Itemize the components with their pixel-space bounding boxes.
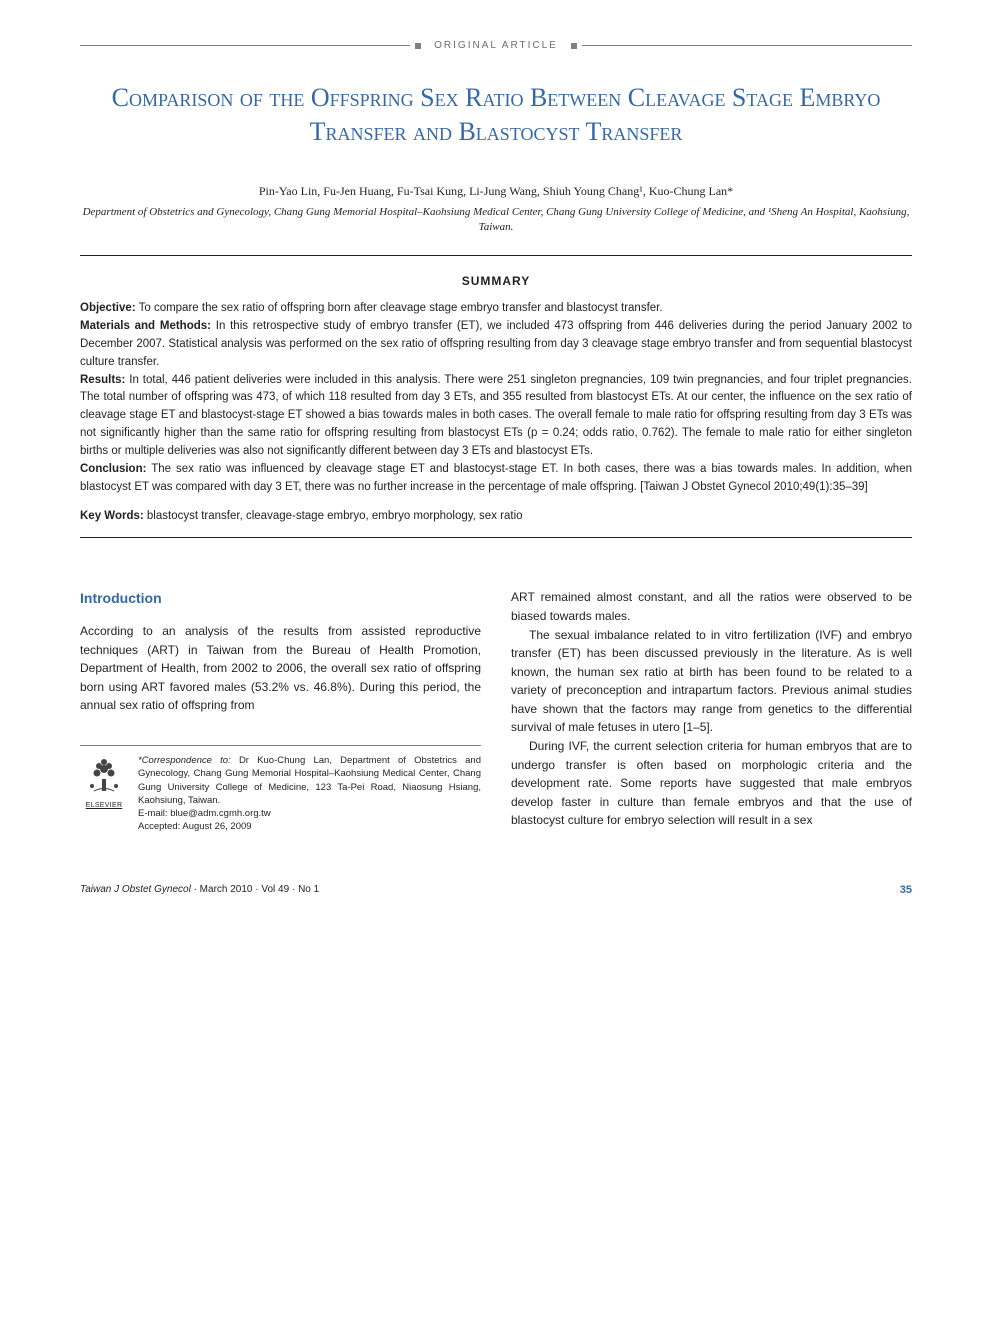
email-label: E-mail: bbox=[138, 808, 170, 819]
page-footer: Taiwan J Obstet Gynecol · March 2010 · V… bbox=[80, 884, 912, 896]
objective-label: Objective: bbox=[80, 302, 136, 314]
results-label: Results: bbox=[80, 374, 125, 386]
affiliation-line: Department of Obstetrics and Gynecology,… bbox=[80, 205, 912, 236]
footer-issue: · March 2010 · Vol 49 · No 1 bbox=[191, 884, 319, 895]
col2-para-1: ART remained almost constant, and all th… bbox=[511, 588, 912, 625]
conclusion-text: The sex ratio was influenced by cleavage… bbox=[80, 463, 912, 493]
correspondence-label: *Correspondence to: bbox=[138, 755, 231, 766]
keywords-label: Key Words: bbox=[80, 510, 144, 522]
elsevier-name: ELSEVIER bbox=[80, 801, 128, 812]
rule-marker-left bbox=[415, 43, 421, 49]
conclusion-label: Conclusion: bbox=[80, 463, 146, 475]
summary-heading: SUMMARY bbox=[80, 274, 912, 288]
introduction-heading: Introduction bbox=[80, 588, 481, 610]
authors-line: Pin-Yao Lin, Fu-Jen Huang, Fu-Tsai Kung,… bbox=[80, 184, 912, 199]
body-columns: Introduction According to an analysis of… bbox=[80, 588, 912, 833]
rule-line-left bbox=[80, 45, 410, 46]
footer-page-number: 35 bbox=[900, 884, 912, 896]
results-text: In total, 446 patient deliveries were in… bbox=[80, 374, 912, 457]
footer-left: Taiwan J Obstet Gynecol · March 2010 · V… bbox=[80, 884, 319, 896]
col2-para-2: The sexual imbalance related to in vitro… bbox=[511, 626, 912, 738]
column-right: ART remained almost constant, and all th… bbox=[511, 588, 912, 833]
accepted-label: Accepted: bbox=[138, 821, 182, 832]
rule-line-right bbox=[582, 45, 912, 46]
summary-block: Objective: To compare the sex ratio of o… bbox=[80, 300, 912, 496]
objective-text: To compare the sex ratio of offspring bo… bbox=[136, 302, 663, 314]
elsevier-tree-icon bbox=[84, 754, 124, 794]
divider-top bbox=[80, 255, 912, 256]
divider-bottom bbox=[80, 537, 912, 538]
col2-para-3: During IVF, the current selection criter… bbox=[511, 737, 912, 830]
intro-para-1: According to an analysis of the results … bbox=[80, 622, 481, 715]
correspondence-text: *Correspondence to: Dr Kuo-Chung Lan, De… bbox=[138, 754, 481, 834]
keywords-text: blastocyst transfer, cleavage-stage embr… bbox=[144, 510, 523, 522]
email-value: blue@adm.cgmh.org.tw bbox=[170, 808, 270, 819]
elsevier-logo: ELSEVIER bbox=[80, 754, 128, 834]
article-type: ORIGINAL ARTICLE bbox=[434, 40, 558, 51]
keywords-line: Key Words: blastocyst transfer, cleavage… bbox=[80, 510, 912, 522]
header-rule: ORIGINAL ARTICLE bbox=[80, 40, 912, 51]
correspondence-block: ELSEVIER *Correspondence to: Dr Kuo-Chun… bbox=[80, 745, 481, 834]
footer-journal: Taiwan J Obstet Gynecol bbox=[80, 884, 191, 895]
methods-label: Materials and Methods: bbox=[80, 320, 211, 332]
accepted-value: August 26, 2009 bbox=[182, 821, 251, 832]
column-left: Introduction According to an analysis of… bbox=[80, 588, 481, 833]
rule-marker-right bbox=[571, 43, 577, 49]
article-title: Comparison of the Offspring Sex Ratio Be… bbox=[80, 81, 912, 149]
